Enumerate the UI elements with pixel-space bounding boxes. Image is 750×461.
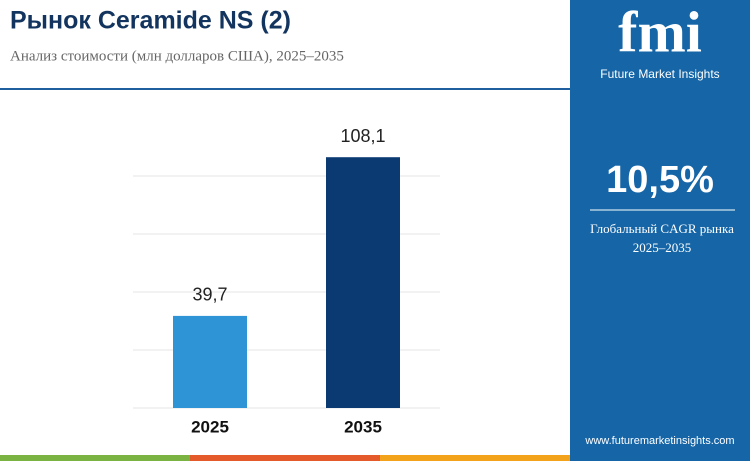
cagr-period: 2025–2035 — [633, 240, 692, 255]
chart-title: Рынок Ceramide NS (2) — [10, 7, 291, 35]
logo: fmi — [618, 0, 702, 64]
value-label: 39,7 — [192, 285, 227, 305]
cagr-label: Глобальный CAGR рынка — [590, 221, 734, 236]
strip — [190, 455, 380, 461]
strip — [570, 455, 750, 461]
x-tick-label: 2025 — [191, 417, 229, 436]
strip — [380, 455, 570, 461]
website: www.futuremarketinsights.com — [584, 435, 734, 447]
value-label: 108,1 — [340, 126, 385, 146]
x-tick-label: 2035 — [344, 417, 382, 436]
strip — [0, 455, 190, 461]
side-panel — [570, 0, 750, 455]
bar — [173, 315, 247, 408]
cagr-value: 10,5% — [606, 159, 714, 201]
chart-subtitle: Анализ стоимости (млн долларов США), 202… — [10, 48, 344, 64]
bar — [326, 157, 400, 408]
brand: Future Market Insights — [600, 67, 719, 81]
